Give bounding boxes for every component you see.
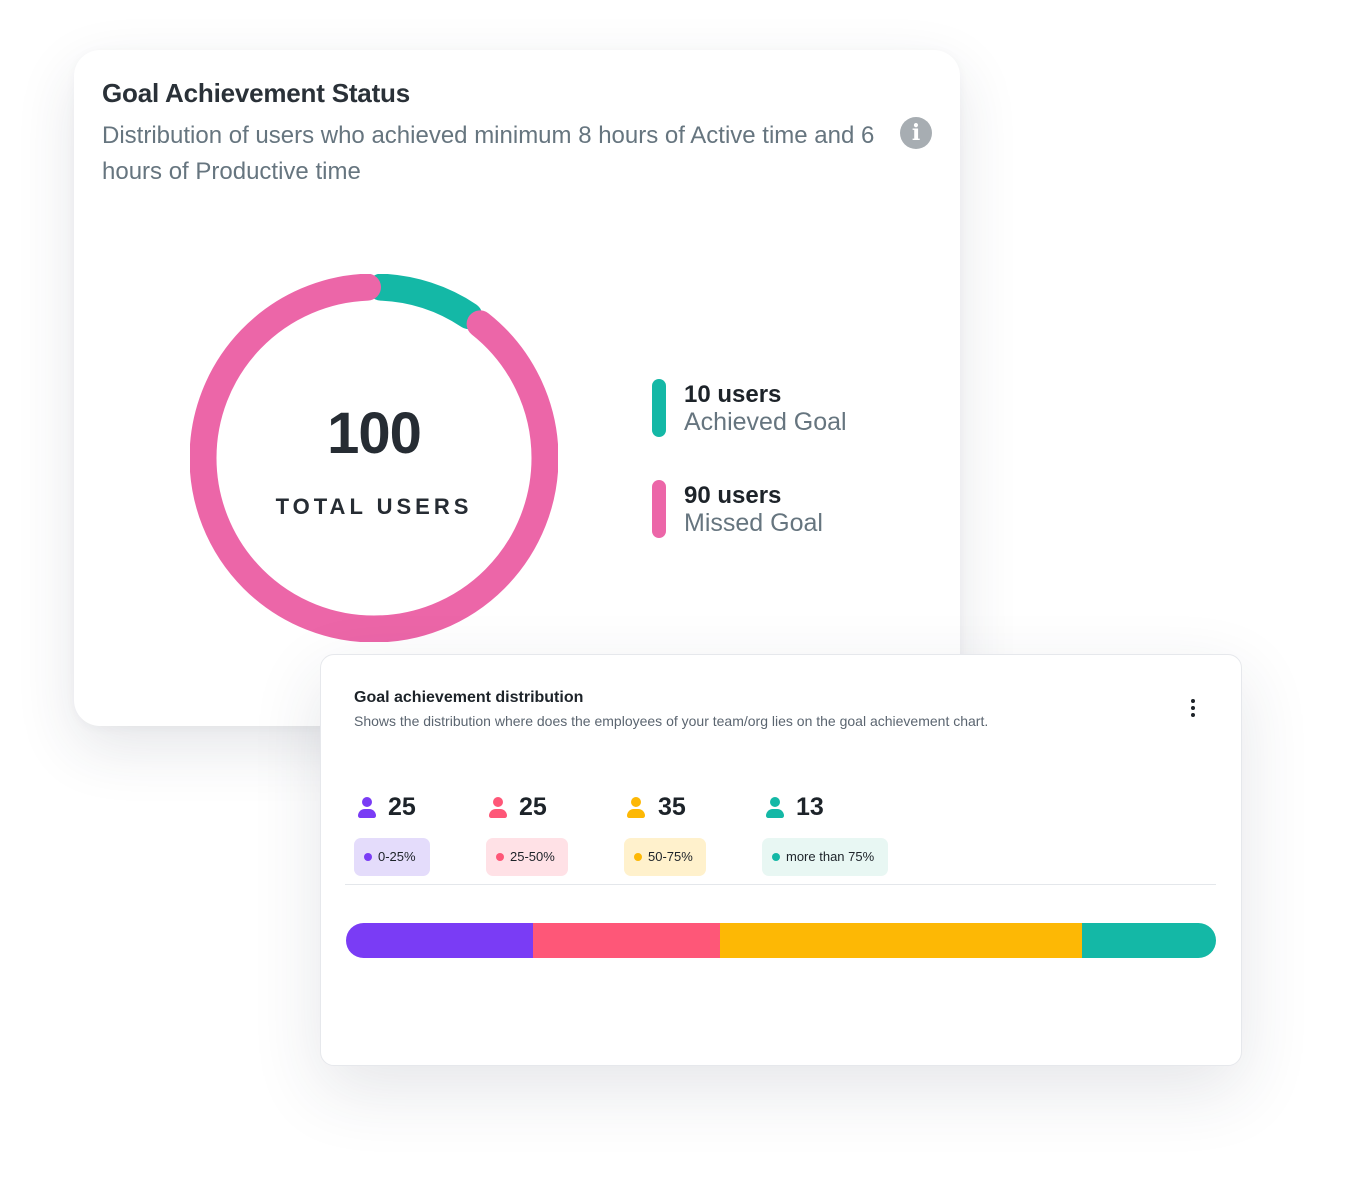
distribution-bar xyxy=(346,923,1216,958)
bar-segment-more-than-75- xyxy=(1082,923,1216,958)
bar-segment-0-25- xyxy=(346,923,534,958)
range-chip-label: 25-50% xyxy=(510,849,555,864)
legend-achieved-count: 10 users xyxy=(684,381,782,408)
donut-slice-missed-goal xyxy=(190,274,558,642)
legend-missed-label: Missed Goal xyxy=(684,509,823,537)
bar-segment-25-50- xyxy=(533,923,721,958)
user-icon xyxy=(358,797,376,821)
card-title: Goal Achievement Status xyxy=(102,78,410,108)
goal-donut-chart xyxy=(190,274,558,642)
goal-distribution-card: Goal achievement distribution Shows the … xyxy=(320,654,1242,1066)
divider xyxy=(345,884,1216,885)
distribution-title: Goal achievement distribution xyxy=(354,689,584,706)
user-icon xyxy=(766,797,784,821)
goal-achievement-card: Goal Achievement Status Distribution of … xyxy=(74,50,960,726)
range-chip: 25-50% xyxy=(486,838,568,876)
range-chip-label: 0-25% xyxy=(378,849,416,864)
range-chip-label: more than 75% xyxy=(786,849,875,864)
group-count: 25 xyxy=(388,793,416,821)
legend-missed-count: 90 users xyxy=(684,482,782,509)
user-icon xyxy=(627,797,645,821)
legend-marker-missed xyxy=(652,480,666,538)
group-count: 13 xyxy=(796,793,824,821)
bar-segment-50-75- xyxy=(720,923,1082,958)
total-users-label: TOTAL USERS xyxy=(275,494,473,519)
user-icon xyxy=(489,797,507,821)
distribution-subtitle: Shows the distribution where does the em… xyxy=(354,713,989,729)
legend-achieved-label: Achieved Goal xyxy=(684,408,847,436)
range-chip-label: 50-75% xyxy=(648,849,693,864)
range-chip: 0-25% xyxy=(354,838,430,876)
group-count: 35 xyxy=(658,793,686,821)
card-subtitle: Distribution of users who achieved minim… xyxy=(102,122,875,185)
info-icon[interactable]: i xyxy=(900,117,932,149)
range-chip: more than 75% xyxy=(762,838,888,876)
kebab-menu-icon[interactable] xyxy=(1187,699,1199,721)
range-chip: 50-75% xyxy=(624,838,706,876)
group-count: 25 xyxy=(519,793,547,821)
total-users-value: 100 xyxy=(327,401,422,466)
legend-marker-achieved xyxy=(652,379,666,437)
